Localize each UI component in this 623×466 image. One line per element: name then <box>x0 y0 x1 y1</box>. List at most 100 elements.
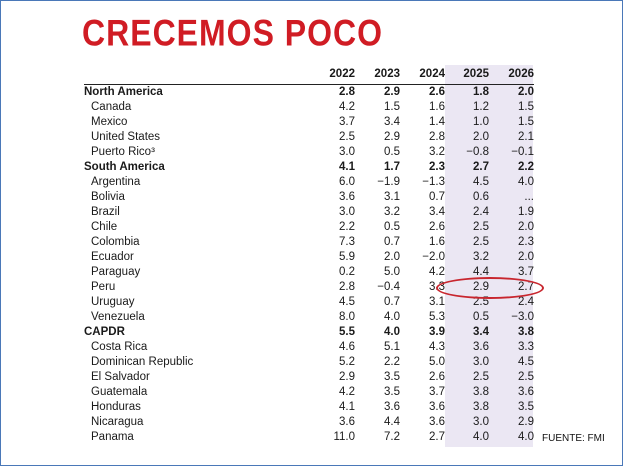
value-2022: 4.6 <box>339 341 355 353</box>
table-row: Ecuador 5.9 2.0 −2.0 3.2 2.0 <box>84 250 534 265</box>
value-2025: −0.8 <box>466 146 489 158</box>
value-2022: 0.2 <box>339 266 355 278</box>
value-2023: 0.7 <box>384 296 400 308</box>
country-name: Mexico <box>91 116 128 128</box>
year-2022-header: 2022 <box>329 68 355 80</box>
value-2026: 1.5 <box>518 101 534 113</box>
value-2022: 4.2 <box>339 386 355 398</box>
value-2024: 5.3 <box>429 311 445 323</box>
value-2024: 3.6 <box>429 416 445 428</box>
value-2025: 2.5 <box>473 296 489 308</box>
table-row: Puerto Rico³ 3.0 0.5 3.2 −0.8 −0.1 <box>84 145 534 160</box>
value-2023: 1.5 <box>384 101 400 113</box>
value-2024: 5.0 <box>429 356 445 368</box>
value-2022: 3.0 <box>339 206 355 218</box>
table-row: United States 2.5 2.9 2.8 2.0 2.1 <box>84 130 534 145</box>
table-row: Brazil 3.0 3.2 3.4 2.4 1.9 <box>84 205 534 220</box>
country-name: Costa Rica <box>91 341 148 353</box>
value-2026: 2.5 <box>518 371 534 383</box>
growth-table: 2022 2023 2024 2025 2026 North America 2.… <box>84 65 534 445</box>
value-2025: 1.8 <box>473 86 489 98</box>
value-2024: 1.6 <box>429 101 445 113</box>
country-name: Paraguay <box>91 266 141 278</box>
value-2022: 8.0 <box>339 311 355 323</box>
value-2023: 3.2 <box>384 206 400 218</box>
value-2026: −3.0 <box>511 311 534 323</box>
value-2024: 3.9 <box>429 326 445 338</box>
country-name: Bolivia <box>91 191 125 203</box>
table-row: Uruguay 4.5 0.7 3.1 2.5 2.4 <box>84 295 534 310</box>
value-2024: 2.8 <box>429 131 445 143</box>
value-2023: 2.2 <box>384 356 400 368</box>
table-row: El Salvador 2.9 3.5 2.6 2.5 2.5 <box>84 370 534 385</box>
value-2025: 2.0 <box>473 131 489 143</box>
value-2022: 5.2 <box>339 356 355 368</box>
value-2026: 3.6 <box>518 386 534 398</box>
value-2026: 2.0 <box>518 221 534 233</box>
value-2022: 4.2 <box>339 101 355 113</box>
value-2023: 0.5 <box>384 221 400 233</box>
value-2022: 3.7 <box>339 116 355 128</box>
value-2023: 5.0 <box>384 266 400 278</box>
table-row: Nicaragua 3.6 4.4 3.6 3.0 2.9 <box>84 415 534 430</box>
value-2023: 0.5 <box>384 146 400 158</box>
value-2026: ... <box>524 191 534 203</box>
value-2025: 3.8 <box>473 386 489 398</box>
country-name: El Salvador <box>91 371 150 383</box>
value-2026: 4.0 <box>518 176 534 188</box>
country-name: Ecuador <box>91 251 134 263</box>
country-name: Chile <box>91 221 118 233</box>
country-name: Uruguay <box>91 296 135 308</box>
value-2026: 2.9 <box>518 416 534 428</box>
country-name: Brazil <box>91 206 120 218</box>
table-body: North America 2.8 2.9 2.6 1.8 2.0 Canada 4.2 1.5… <box>84 85 534 446</box>
region-row: South America 4.1 1.7 2.3 2.7 2.2 <box>84 160 534 175</box>
value-2022: 4.1 <box>339 401 355 413</box>
region-row: North America 2.8 2.9 2.6 1.8 2.0 <box>84 85 534 101</box>
projection-column-shading <box>445 65 533 447</box>
value-2025: 0.5 <box>473 311 489 323</box>
table-row: Honduras 4.1 3.6 3.6 3.8 3.5 <box>84 400 534 415</box>
value-2022: 2.2 <box>339 221 355 233</box>
value-2023: −1.9 <box>377 176 400 188</box>
value-2025: 2.4 <box>473 206 489 218</box>
table-row: Costa Rica 4.6 5.1 4.3 3.6 3.3 <box>84 340 534 355</box>
value-2023: 3.5 <box>384 386 400 398</box>
value-2022: 2.5 <box>339 131 355 143</box>
country-name: Argentina <box>91 176 141 188</box>
value-2023: 2.9 <box>384 86 400 98</box>
header-row: 2022 2023 2024 2025 2026 <box>84 65 534 85</box>
value-2023: 4.4 <box>384 416 400 428</box>
table-row: Venezuela 8.0 4.0 5.3 0.5 −3.0 <box>84 310 534 325</box>
value-2024: 4.3 <box>429 341 445 353</box>
year-2025-header: 2025 <box>463 68 489 80</box>
value-2023: 2.0 <box>384 251 400 263</box>
value-2025: 3.0 <box>473 416 489 428</box>
headline: CRECEMOS POCO <box>82 12 384 54</box>
value-2025: 3.8 <box>473 401 489 413</box>
value-2023: 2.9 <box>384 131 400 143</box>
table-row: Colombia 7.3 0.7 1.6 2.5 2.3 <box>84 235 534 250</box>
value-2024: 3.1 <box>429 296 445 308</box>
value-2026: 2.0 <box>518 251 534 263</box>
year-2024-header: 2024 <box>419 68 445 80</box>
value-2024: 1.4 <box>429 116 445 128</box>
value-2026: 4.0 <box>518 431 534 443</box>
value-2023: 7.2 <box>384 431 400 443</box>
table-row: Mexico 3.7 3.4 1.4 1.0 1.5 <box>84 115 534 130</box>
country-name: Honduras <box>91 401 141 413</box>
value-2026: −0.1 <box>511 146 534 158</box>
value-2022: 3.6 <box>339 416 355 428</box>
table-row: Paraguay 0.2 5.0 4.2 4.4 3.7 <box>84 265 534 280</box>
value-2026: 3.5 <box>518 401 534 413</box>
country-name: Peru <box>91 281 116 293</box>
table-row: Dominican Republic 5.2 2.2 5.0 3.0 4.5 <box>84 355 534 370</box>
value-2022: 2.8 <box>339 86 355 98</box>
table-row: Canada 4.2 1.5 1.6 1.2 1.5 <box>84 100 534 115</box>
value-2023: 0.7 <box>384 236 400 248</box>
value-2025: 0.6 <box>473 191 489 203</box>
value-2025: 4.5 <box>473 176 489 188</box>
value-2026: 1.9 <box>518 206 534 218</box>
table-row: Argentina 6.0 −1.9 −1.3 4.5 4.0 <box>84 175 534 190</box>
country-name: Panama <box>91 431 134 443</box>
